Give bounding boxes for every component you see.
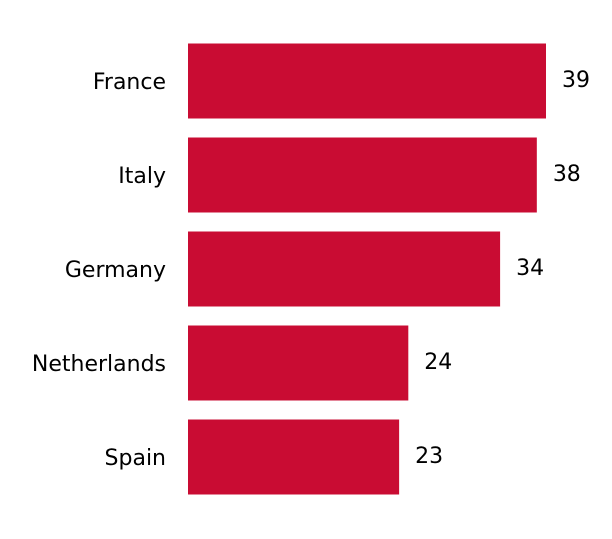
value-label: 34	[516, 256, 544, 281]
bar	[188, 43, 546, 119]
category-label: Spain	[105, 446, 166, 471]
category-label: Netherlands	[32, 352, 166, 377]
category-label: Germany	[65, 258, 166, 283]
bar	[188, 325, 409, 401]
value-label: 23	[415, 444, 443, 469]
value-label: 24	[424, 350, 452, 375]
category-label: Italy	[118, 164, 166, 189]
bar	[188, 419, 400, 495]
value-label: 39	[562, 68, 590, 93]
value-label: 38	[553, 162, 581, 187]
bar	[188, 137, 537, 213]
category-label: France	[93, 70, 166, 95]
bar	[188, 231, 501, 307]
